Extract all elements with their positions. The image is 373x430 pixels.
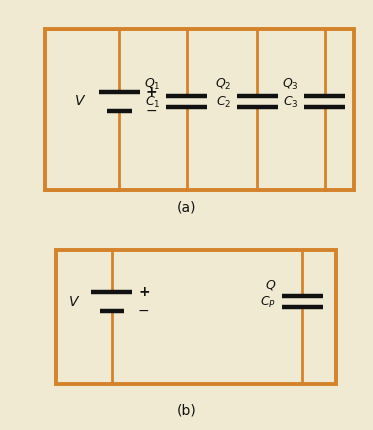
Text: (b): (b) bbox=[177, 403, 196, 417]
Text: −: − bbox=[145, 104, 157, 118]
Text: −: − bbox=[138, 304, 150, 318]
Text: $V$: $V$ bbox=[69, 295, 81, 309]
Text: $Q_1$: $Q_1$ bbox=[144, 77, 160, 92]
Bar bbox=[45, 29, 354, 190]
Text: $Q$: $Q$ bbox=[265, 277, 276, 292]
Text: +: + bbox=[145, 85, 157, 99]
Text: (a): (a) bbox=[177, 201, 196, 215]
Text: +: + bbox=[138, 286, 150, 299]
Text: $C_1$: $C_1$ bbox=[145, 95, 160, 110]
Text: $Q_2$: $Q_2$ bbox=[215, 77, 231, 92]
Text: $C_P$: $C_P$ bbox=[260, 295, 276, 310]
Text: $Q_3$: $Q_3$ bbox=[282, 77, 298, 92]
Text: $V$: $V$ bbox=[74, 95, 86, 108]
Bar bbox=[56, 250, 336, 384]
Text: $C_2$: $C_2$ bbox=[216, 95, 231, 110]
Text: $C_3$: $C_3$ bbox=[283, 95, 298, 110]
